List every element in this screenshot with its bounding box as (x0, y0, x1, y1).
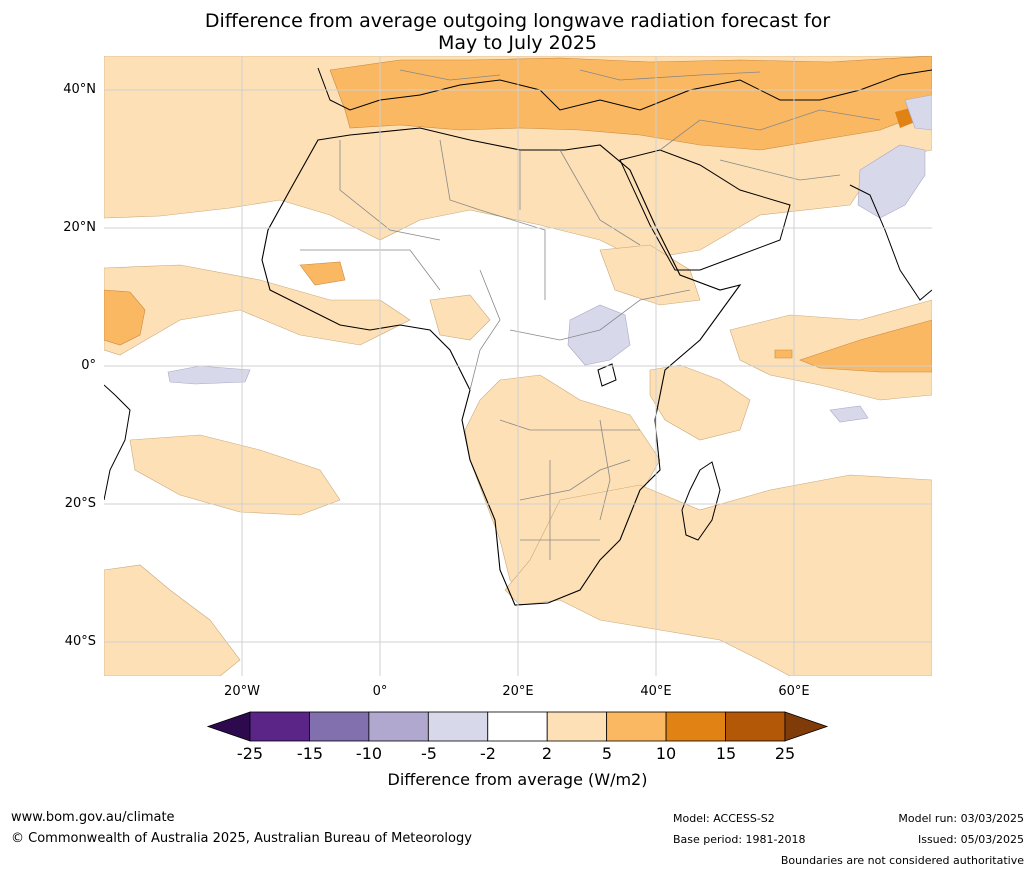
anomaly-5-to-10 (104, 56, 932, 373)
copyright-text: © Commonwealth of Australia 2025, Austra… (11, 831, 472, 846)
madagascar-coastline (681, 461, 721, 541)
colorbar-bin (487, 711, 548, 742)
colorbar-bin (665, 711, 726, 742)
lon-label-20e: 20°E (502, 684, 534, 699)
colorbar-tick: 25 (774, 744, 796, 763)
lon-label-20w: 20°W (224, 684, 260, 699)
colorbar-bin (309, 711, 370, 742)
colorbar-tick: -5 (421, 744, 437, 763)
country-borders (300, 69, 881, 560)
colorbar-tick: 5 (601, 744, 613, 763)
colorbar-tick: -10 (355, 744, 383, 763)
disclaimer-text: Boundaries are not considered authoritat… (780, 854, 1024, 867)
title-line-1: Difference from average outgoing longwav… (204, 10, 831, 32)
colorbar-tick: -25 (236, 744, 264, 763)
colorbar-title: Difference from average (W/m2) (387, 770, 648, 789)
map-title: Difference from average outgoing longwav… (0, 10, 1035, 54)
colorbar-tick: 15 (715, 744, 737, 763)
lat-label-40s: 40°S (64, 634, 96, 649)
colorbar-bin (725, 711, 786, 742)
model-run-text: Model run: 03/03/2025 (898, 812, 1024, 825)
africa-coastline (261, 127, 742, 606)
colorbar-tick: 2 (541, 744, 553, 763)
lat-label-0: 0° (81, 358, 96, 373)
south-america-coastline (104, 384, 131, 501)
colorbar-tick: 10 (655, 744, 677, 763)
anomaly-minus-2-to-minus-5 (167, 94, 932, 423)
issued-text: Issued: 05/03/2025 (917, 833, 1024, 846)
colorbar-tick: -2 (480, 744, 496, 763)
title-line-2: May to July 2025 (438, 32, 597, 54)
graticule (104, 56, 932, 676)
india-coastline (849, 184, 932, 301)
map-panel (104, 56, 932, 676)
colorbar-extend-low (206, 711, 251, 742)
colorbar (206, 711, 829, 742)
lat-label-40n: 40°N (63, 82, 96, 97)
colorbar-bin (546, 711, 608, 742)
colorbar-tick: -15 (296, 744, 324, 763)
arabia-coastline (619, 149, 791, 271)
colorbar-bin (249, 711, 310, 742)
europe-coastline (317, 67, 932, 111)
lat-label-20s: 20°S (64, 496, 96, 511)
website-text: www.bom.gov.au/climate (11, 810, 175, 825)
lon-label-60e: 60°E (778, 684, 810, 699)
colorbar-bin (427, 711, 489, 742)
colorbar-bin (368, 711, 429, 742)
lon-label-0: 0° (372, 684, 388, 699)
model-text: Model: ACCESS-S2 (673, 812, 775, 825)
colorbar-bin (606, 711, 667, 742)
lat-label-20n: 20°N (63, 220, 96, 235)
base-period-text: Base period: 1981-2018 (673, 833, 806, 846)
lon-label-40e: 40°E (640, 684, 672, 699)
colorbar-extend-high (784, 711, 829, 742)
